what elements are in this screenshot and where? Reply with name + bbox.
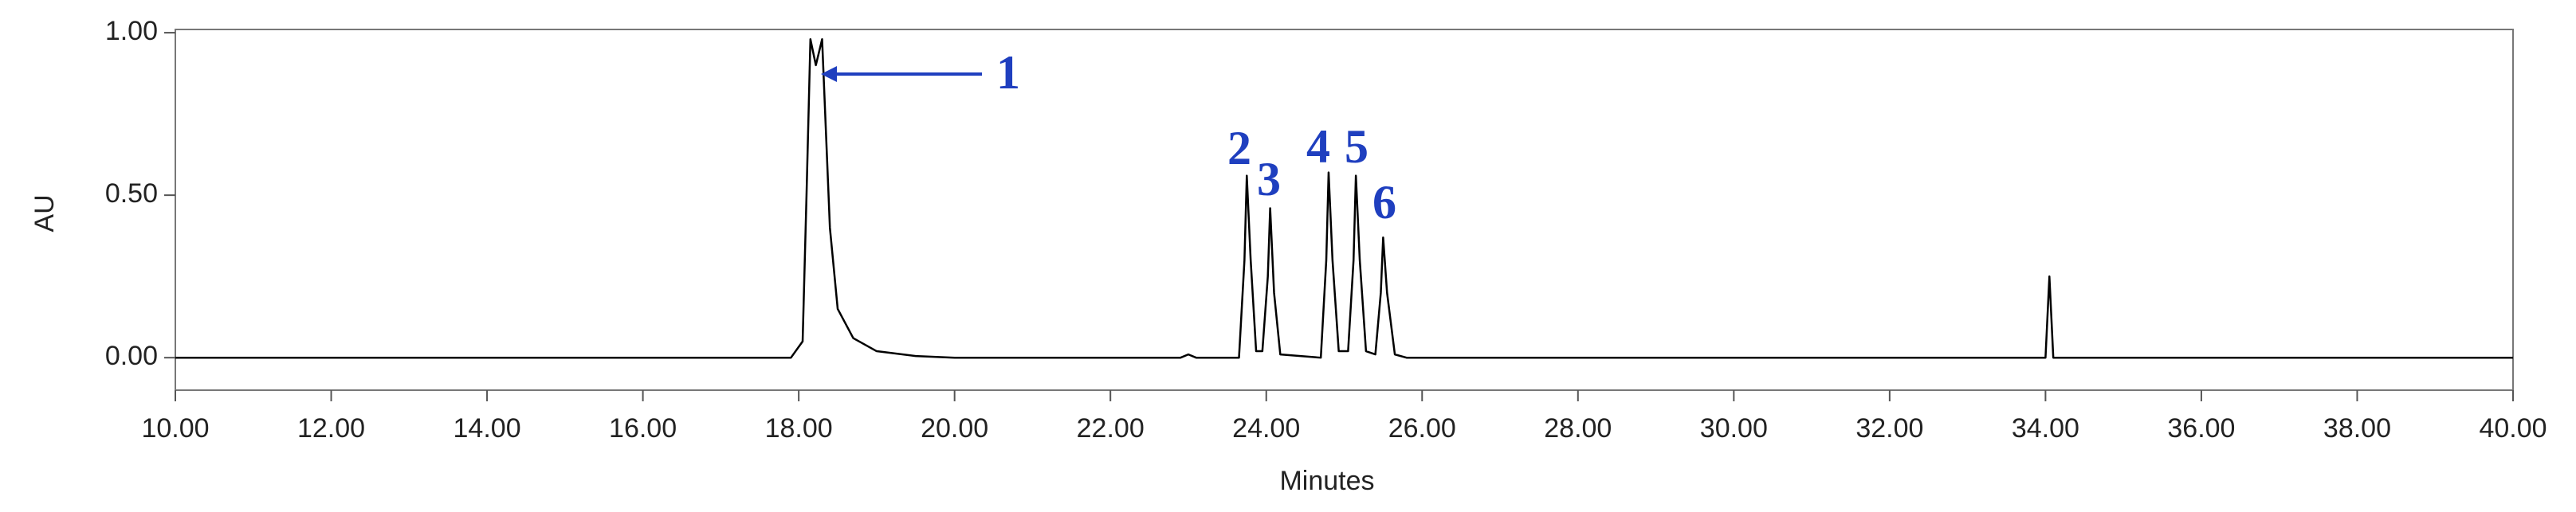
x-tick-label: 18.00 xyxy=(765,413,833,444)
x-tick-label: 12.00 xyxy=(297,413,365,444)
peak-label: 4 xyxy=(1306,120,1330,173)
x-tick-label: 26.00 xyxy=(1388,413,1456,444)
x-tick-label: 36.00 xyxy=(2167,413,2235,444)
y-tick-label: 0.00 xyxy=(105,341,158,371)
y-tick-label: 1.00 xyxy=(105,16,158,46)
x-axis-label: Minutes xyxy=(1279,466,1374,496)
x-tick-label: 14.00 xyxy=(454,413,521,444)
x-tick-label: 40.00 xyxy=(2479,413,2547,444)
peak-label: 5 xyxy=(1345,120,1368,173)
x-tick-label: 24.00 xyxy=(1232,413,1300,444)
x-tick-label: 28.00 xyxy=(1544,413,1612,444)
x-tick-label: 20.00 xyxy=(921,413,988,444)
peak-label: 1 xyxy=(996,46,1020,99)
chromatogram-line xyxy=(175,37,2513,359)
peak-label: 2 xyxy=(1227,122,1251,174)
x-tick-label: 10.00 xyxy=(141,413,209,444)
peak-label: 6 xyxy=(1372,176,1396,229)
x-tick-label: 32.00 xyxy=(1855,413,1923,444)
x-tick-label: 34.00 xyxy=(2012,413,2079,444)
plot-frame xyxy=(175,29,2514,391)
x-tick-label: 38.00 xyxy=(2323,413,2391,444)
y-tick-label: 0.50 xyxy=(105,178,158,209)
peak-label: 3 xyxy=(1257,153,1281,205)
x-tick-label: 30.00 xyxy=(1700,413,1768,444)
x-tick-label: 22.00 xyxy=(1077,413,1145,444)
x-tick-label: 16.00 xyxy=(609,413,677,444)
y-axis-label: AU xyxy=(29,194,60,232)
